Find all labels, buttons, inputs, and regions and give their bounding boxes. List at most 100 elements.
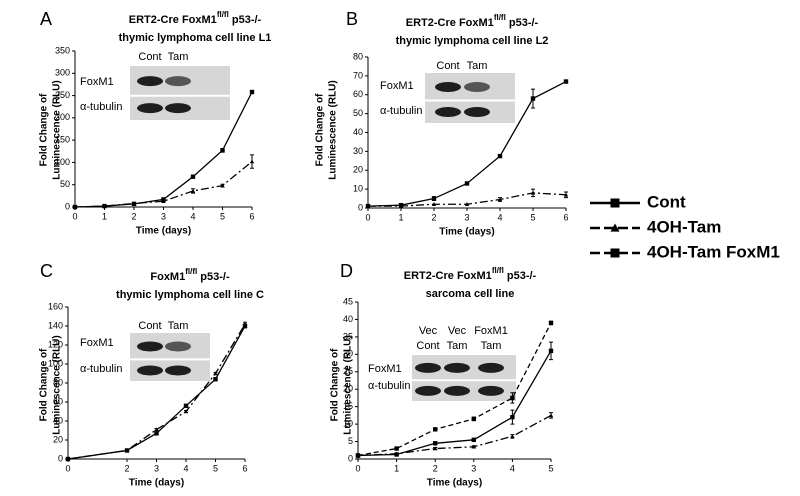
marker bbox=[510, 434, 515, 439]
title-part: p53-/- bbox=[197, 271, 230, 283]
y-tick-label: 300 bbox=[55, 68, 70, 78]
x-tick-label: 4 bbox=[183, 463, 188, 473]
blot-column-label: Cont bbox=[138, 320, 161, 332]
x-tick-label: 2 bbox=[131, 211, 136, 221]
title-part: sarcoma cell line bbox=[426, 288, 515, 300]
marker bbox=[431, 202, 437, 206]
x-tick-label: 4 bbox=[190, 211, 195, 221]
chart-title: thymic lymphoma cell line L2 bbox=[396, 35, 549, 47]
marker bbox=[355, 453, 361, 458]
marker bbox=[497, 153, 503, 159]
blot-band bbox=[435, 82, 461, 92]
marker bbox=[530, 190, 536, 195]
x-tick-label: 6 bbox=[242, 463, 247, 473]
x-tick-label: 0 bbox=[72, 211, 77, 221]
x-tick-label: 3 bbox=[464, 212, 469, 222]
blot-band bbox=[435, 107, 461, 117]
x-tick-label: 5 bbox=[220, 211, 225, 221]
panel-letter: D bbox=[340, 261, 353, 281]
marker bbox=[610, 223, 620, 232]
y-tick-label: 15 bbox=[343, 401, 353, 411]
x-tick-label: 6 bbox=[563, 212, 568, 222]
blot-band bbox=[137, 76, 163, 87]
marker bbox=[610, 248, 620, 258]
marker bbox=[471, 437, 476, 443]
marker bbox=[510, 414, 515, 420]
y-tick-label: 70 bbox=[353, 70, 363, 80]
marker bbox=[464, 181, 470, 186]
title-part: fl/fl bbox=[217, 10, 229, 19]
chart-title: ERT2-Cre FoxM1fl/fl p53-/- bbox=[129, 10, 262, 26]
blot-column-label: Cont bbox=[416, 340, 439, 352]
blot-column-label: Tam bbox=[168, 51, 189, 63]
blot-row-label: FoxM1 bbox=[80, 337, 114, 349]
x-axis-label: Time (days) bbox=[129, 478, 184, 489]
marker bbox=[563, 79, 569, 84]
y-tick-label: 0 bbox=[65, 201, 70, 211]
x-tick-label: 2 bbox=[433, 463, 438, 473]
blot-row-label: FoxM1 bbox=[80, 76, 114, 88]
marker bbox=[431, 196, 437, 201]
y-tick-label: 150 bbox=[55, 135, 70, 145]
marker bbox=[249, 89, 255, 95]
x-tick-label: 2 bbox=[431, 212, 436, 222]
blot-band bbox=[415, 385, 441, 396]
y-axis-label: Fold Change of bbox=[315, 93, 326, 166]
blot-column-label: Cont bbox=[138, 51, 161, 63]
x-tick-label: 1 bbox=[394, 463, 399, 473]
blot-band bbox=[444, 362, 470, 373]
blot-band bbox=[137, 341, 163, 352]
series-line bbox=[67, 323, 246, 460]
y-tick-label: 50 bbox=[353, 108, 363, 118]
y-axis-label: Luminescence (RLU) bbox=[52, 335, 63, 434]
y-axis-label: Luminescence (RLU) bbox=[343, 335, 354, 434]
blot-column-label: Tam bbox=[168, 320, 189, 332]
y-tick-label: 350 bbox=[55, 45, 70, 55]
x-tick-label: 6 bbox=[249, 211, 254, 221]
y-tick-label: 30 bbox=[353, 146, 363, 156]
x-tick-label: 3 bbox=[154, 463, 159, 473]
marker bbox=[398, 203, 404, 208]
blot-band bbox=[137, 365, 163, 376]
marker bbox=[242, 321, 248, 326]
y-tick-label: 35 bbox=[343, 331, 353, 341]
y-tick-label: 20 bbox=[343, 384, 353, 394]
marker bbox=[102, 203, 107, 208]
marker bbox=[394, 446, 399, 451]
blot-band bbox=[165, 103, 191, 114]
y-tick-label: 60 bbox=[353, 89, 363, 99]
x-tick-label: 5 bbox=[213, 463, 218, 473]
y-tick-label: 40 bbox=[353, 127, 363, 137]
y-tick-label: 0 bbox=[348, 453, 353, 463]
y-tick-label: 30 bbox=[343, 349, 353, 359]
chart-title: ERT2-Cre FoxM1fl/fl p53-/- bbox=[404, 266, 537, 282]
title-part: p53-/- bbox=[229, 14, 262, 26]
y-tick-label: 0 bbox=[58, 453, 63, 463]
y-tick-label: 40 bbox=[53, 415, 63, 425]
y-tick-label: 160 bbox=[48, 301, 63, 311]
x-axis-label: Time (days) bbox=[136, 226, 191, 237]
marker bbox=[433, 446, 438, 451]
blot-column-label: Vec bbox=[448, 325, 467, 337]
y-tick-label: 25 bbox=[343, 366, 353, 376]
blot-column-label: Tam bbox=[467, 60, 488, 72]
x-axis-label: Time (days) bbox=[439, 227, 494, 238]
y-tick-label: 140 bbox=[48, 320, 63, 330]
legend-label: 4OH-Tam bbox=[647, 217, 721, 236]
marker bbox=[161, 199, 166, 203]
chart-title: sarcoma cell line bbox=[426, 288, 515, 300]
title-part: thymic lymphoma cell line L2 bbox=[396, 35, 549, 47]
chart-title: thymic lymphoma cell line C bbox=[116, 289, 264, 301]
x-tick-label: 0 bbox=[65, 463, 70, 473]
blot-band bbox=[464, 107, 490, 117]
x-tick-label: 2 bbox=[124, 463, 129, 473]
y-tick-label: 20 bbox=[353, 165, 363, 175]
blot-column-label: Cont bbox=[436, 60, 459, 72]
title-part: fl/fl bbox=[185, 267, 197, 276]
marker bbox=[154, 427, 159, 432]
title-part: ERT2-Cre FoxM1 bbox=[406, 17, 494, 29]
y-tick-label: 10 bbox=[353, 184, 363, 194]
blot-band bbox=[137, 103, 163, 114]
y-axis-label: Fold Change of bbox=[39, 348, 50, 421]
